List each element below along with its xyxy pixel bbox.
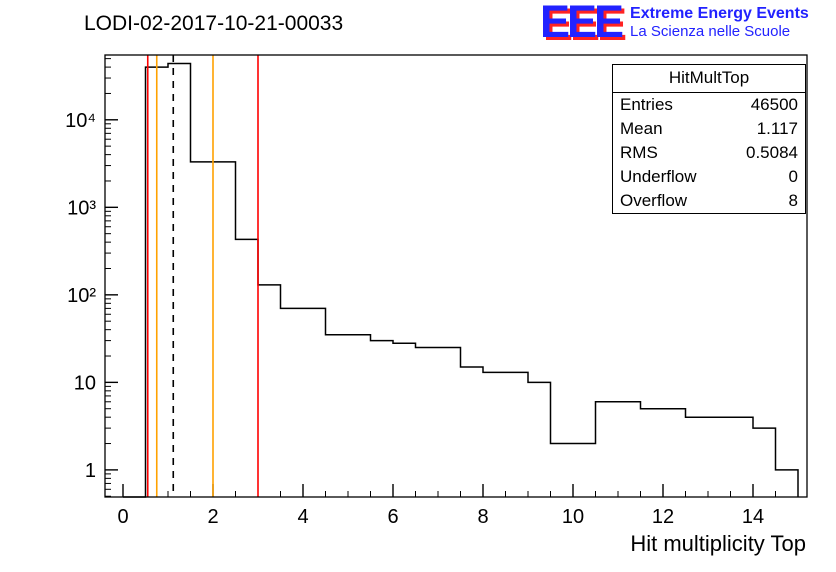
eee-logo-letters: EEE [540, 0, 624, 47]
x-tick-label: 8 [477, 506, 488, 528]
x-tick-label: 0 [117, 506, 128, 528]
stats-row-mean: Mean 1.117 [613, 117, 805, 141]
plot-title: LODI-02-2017-10-21-00033 [84, 12, 344, 35]
stats-value: 1.117 [756, 119, 798, 138]
x-tick-label: 10 [562, 506, 584, 528]
stats-title: HitMultTop [613, 65, 805, 93]
stats-label: Entries [620, 95, 673, 114]
stats-box: HitMultTop Entries 46500 Mean 1.117 RMS … [612, 64, 806, 214]
stats-label: Underflow [620, 167, 697, 186]
stats-value: 46500 [750, 95, 798, 114]
x-tick-label: 6 [387, 506, 398, 528]
stats-value: 0.5084 [746, 143, 798, 162]
y-tick-label: 10⁴ [65, 110, 96, 132]
histogram-line [123, 62, 799, 498]
eee-logo: EEE Extreme Energy Events La Scienza nel… [540, 0, 809, 47]
stats-row-rms: RMS 0.5084 [613, 141, 805, 165]
plot-frame [104, 54, 808, 498]
eee-logo-line2: La Scienza nelle Scuole [630, 23, 791, 40]
y-tick-label: 10 [74, 372, 96, 394]
x-tick-label: 12 [652, 506, 674, 528]
x-tick-label: 2 [207, 506, 218, 528]
stats-label: Mean [620, 119, 663, 138]
stats-label: RMS [620, 143, 658, 162]
y-tick-label: 10³ [67, 197, 96, 219]
stats-value: 0 [788, 167, 798, 186]
x-tick-label: 4 [297, 506, 308, 528]
x-axis-title: Hit multiplicity Top [630, 531, 806, 556]
y-tick-label: 1 [85, 460, 96, 482]
eee-logo-line1: Extreme Energy Events [630, 5, 809, 22]
stats-row-underflow: Underflow 0 [613, 165, 805, 189]
x-tick-label: 14 [742, 506, 764, 528]
y-tick-label: 10² [67, 285, 96, 307]
stats-row-entries: Entries 46500 [613, 93, 805, 117]
eee-logo-text: Extreme Energy Events La Scienza nelle S… [630, 1, 809, 41]
stats-value: 8 [788, 191, 798, 210]
stats-row-overflow: Overflow 8 [613, 189, 805, 213]
stats-label: Overflow [620, 191, 688, 210]
